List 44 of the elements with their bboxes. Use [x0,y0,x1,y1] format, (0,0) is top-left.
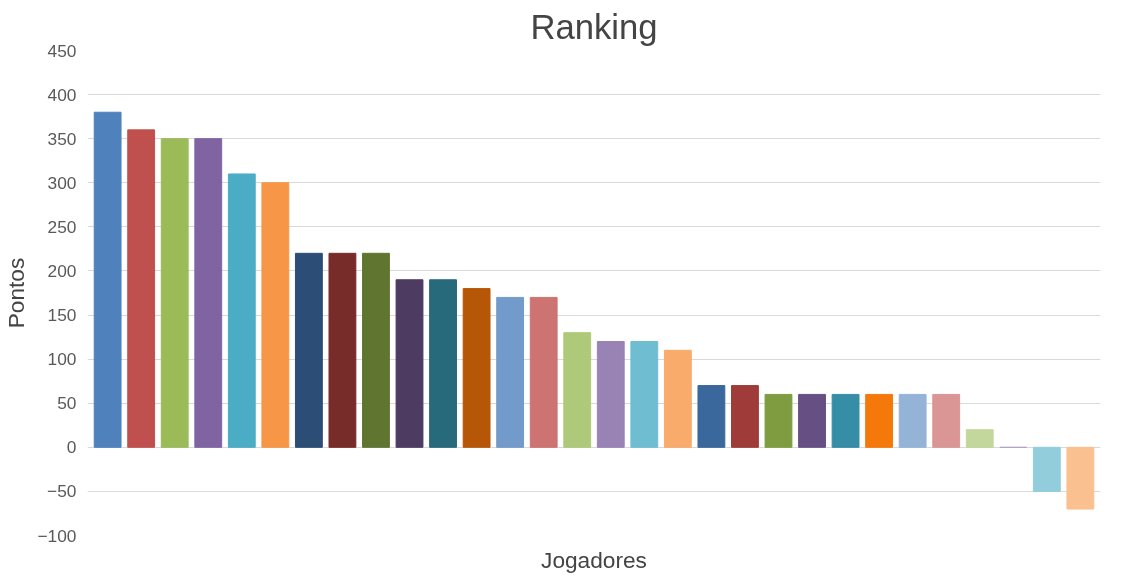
y-tick-label: 400 [47,84,77,105]
bar [831,393,860,448]
bar [731,385,759,448]
bar [663,349,692,448]
bar [127,129,156,448]
bar [227,173,256,448]
y-tick-label: 300 [47,172,77,193]
y-tick-label: 50 [57,393,77,414]
bar [362,252,390,448]
bar [194,138,223,448]
y-tick-label: 0 [66,437,77,458]
bar [697,385,726,448]
bar [294,252,323,448]
bar [429,279,457,448]
bar [529,296,558,448]
bar [93,111,122,448]
bar [563,332,592,448]
bar [898,393,927,448]
bar [798,393,826,448]
bar [630,341,659,448]
y-tick-label: −100 [37,525,77,546]
bar [965,429,994,448]
x-axis-title: Jogadores [541,546,647,573]
chart-title: Ranking [530,7,658,46]
y-tick-label: 250 [47,216,77,237]
bar [764,393,793,448]
bar [328,252,357,448]
bar [462,288,491,448]
y-axis-title: Pontos [3,257,30,329]
bar [596,341,625,448]
bar [496,296,525,448]
y-tick-label: 350 [47,128,77,149]
y-tick-label: 450 [47,40,77,61]
bar [1066,446,1095,510]
bar [395,279,424,448]
bar [865,393,894,448]
bar [160,138,189,448]
y-tick-label: −50 [47,481,77,502]
y-tick-label: 100 [47,349,77,370]
bar [261,182,290,448]
y-tick-label: 200 [47,260,77,281]
bar [1032,446,1061,492]
bar [932,393,961,448]
y-tick-label: 150 [47,305,77,326]
